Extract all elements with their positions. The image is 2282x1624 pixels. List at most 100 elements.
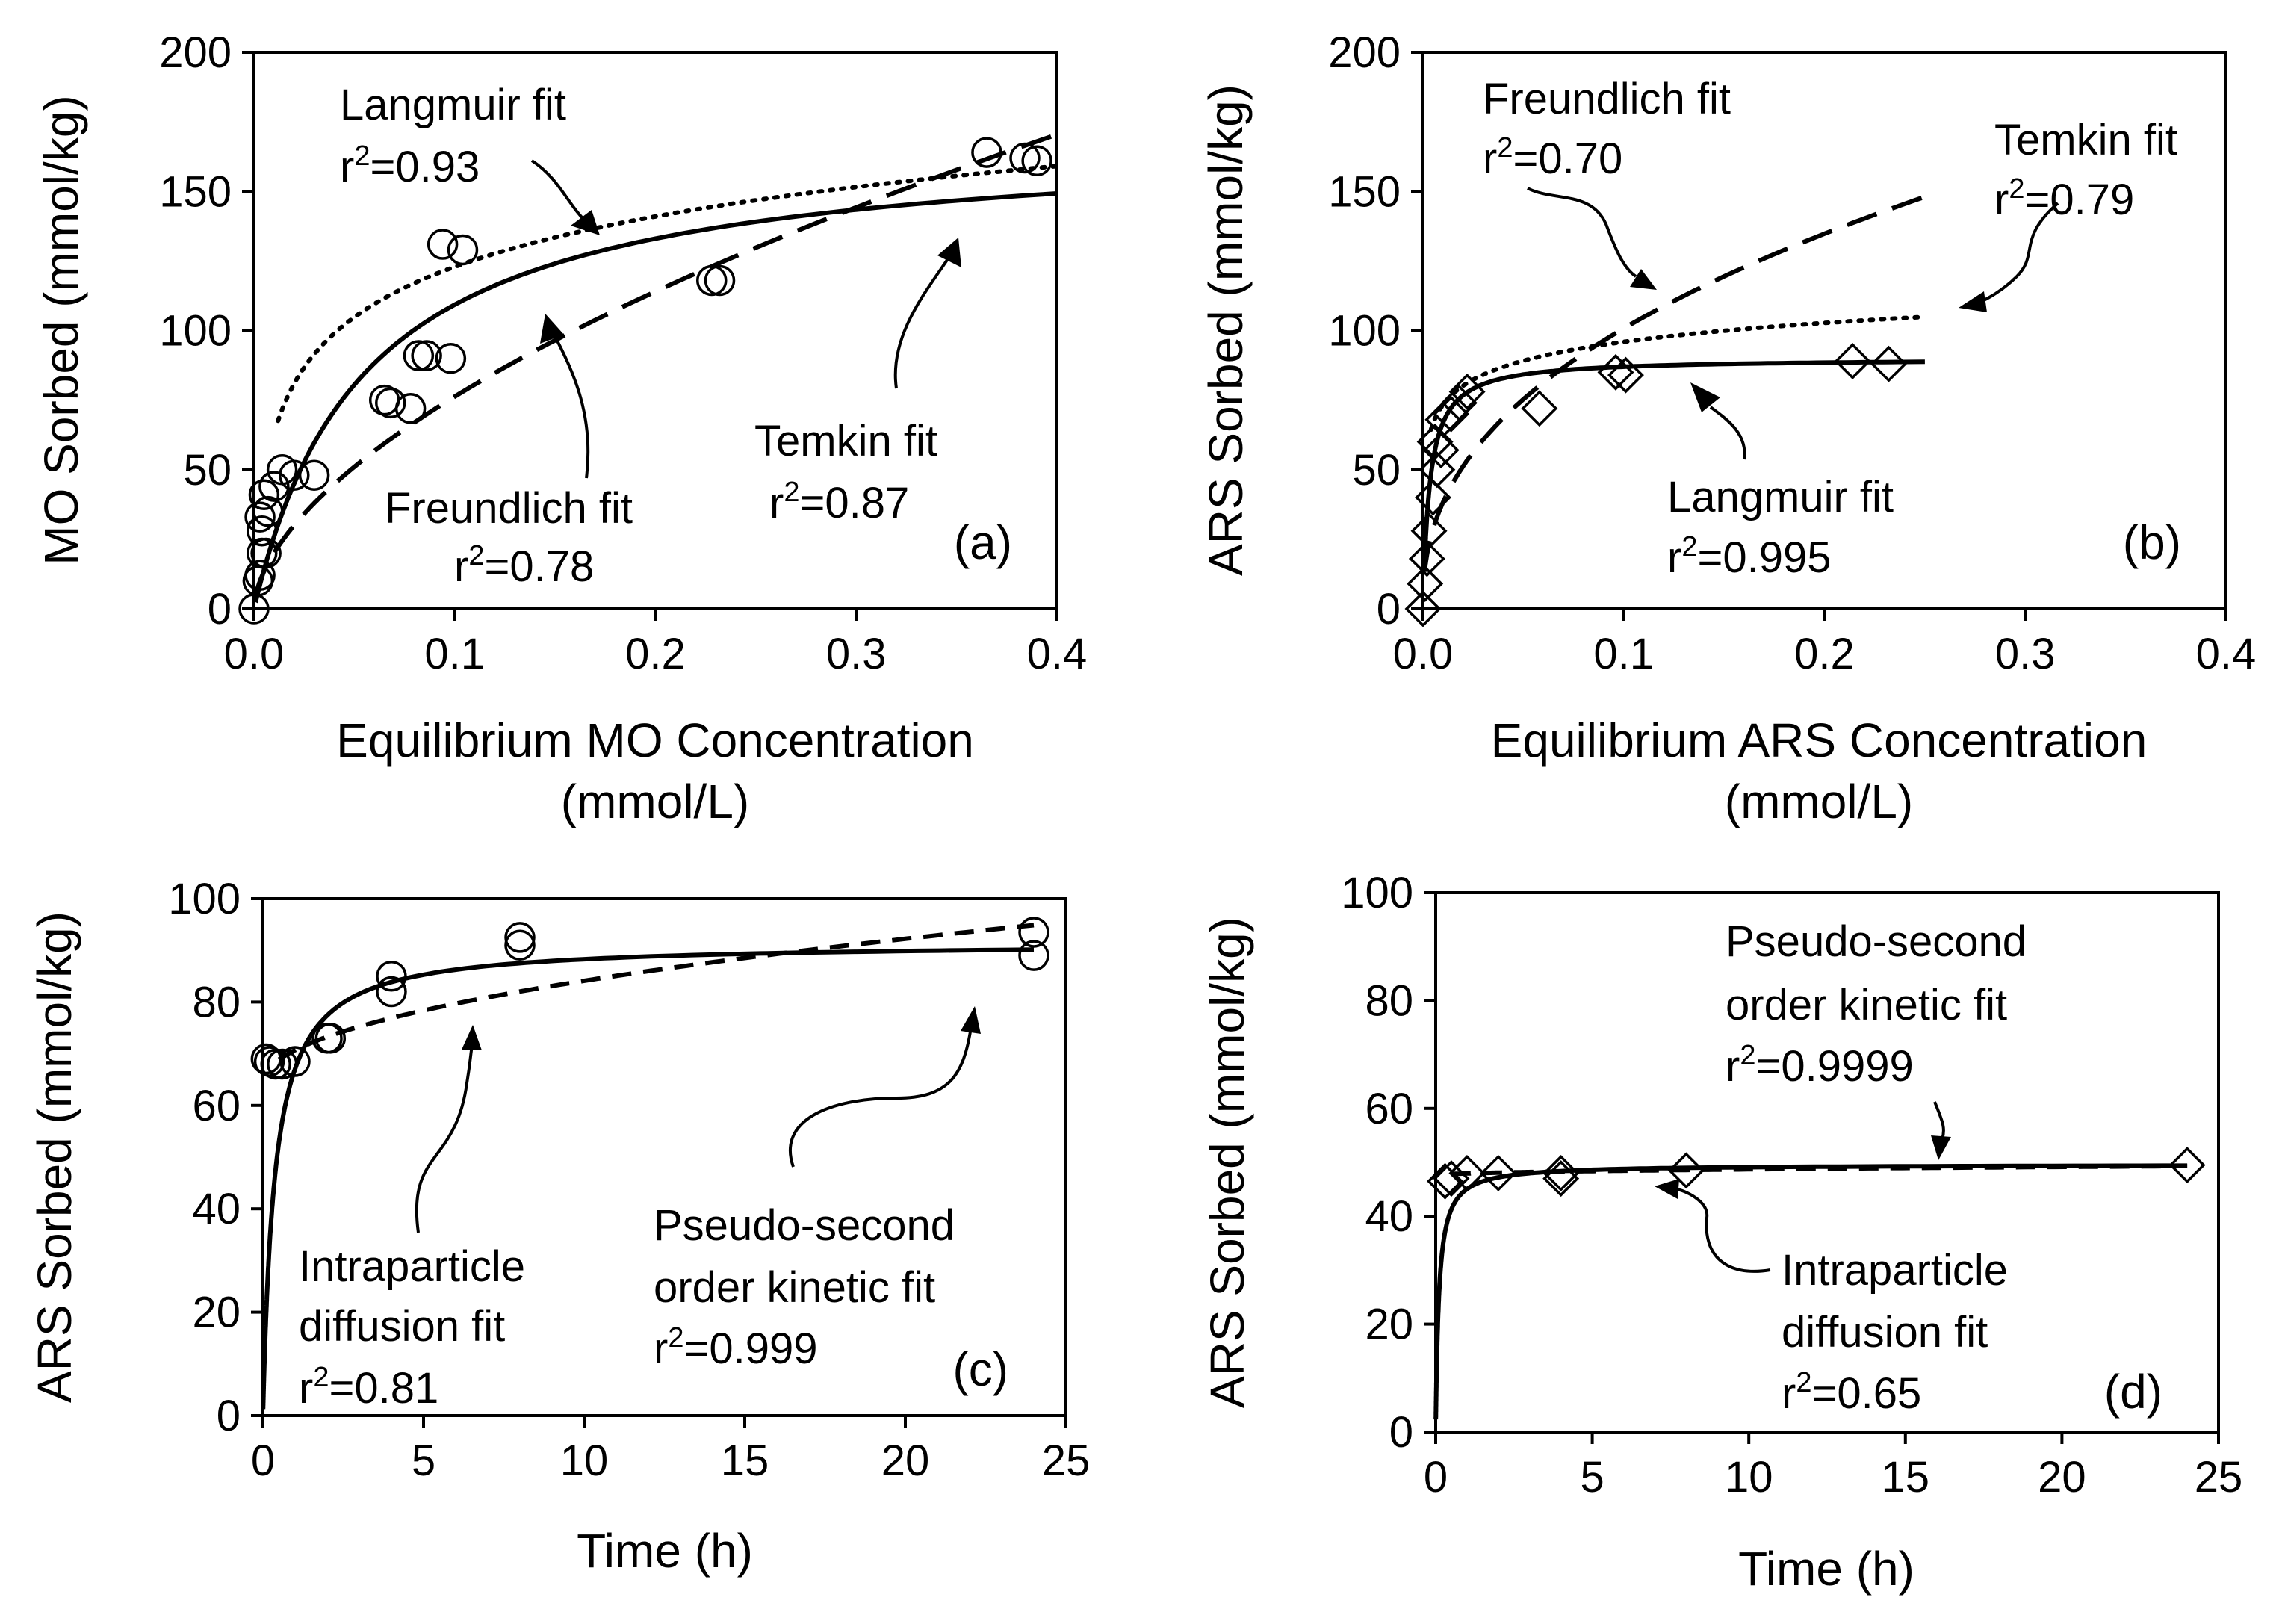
x-tick-label-c: 5 (412, 1437, 435, 1485)
y-tick-label-a: 150 (159, 167, 232, 216)
arrow-langmuir-a (530, 159, 590, 226)
arrowhead-freundlich-a (540, 314, 564, 344)
r2-value: =0.79 (2024, 176, 2134, 224)
intraparticle-fit-curve-c (277, 923, 1035, 1062)
r2-value: =0.81 (329, 1364, 438, 1413)
freundlich-fit-curve-a (253, 132, 1058, 598)
data-point-c (1018, 917, 1049, 948)
x-tick-label-d: 15 (1882, 1453, 1930, 1501)
data-point-b (1404, 590, 1442, 627)
x-tick-label-a: 0.1 (424, 630, 485, 678)
data-point-b (1440, 384, 1478, 421)
y-tick-label-d: 0 (1389, 1408, 1413, 1457)
x-tick-label-b: 0.1 (1593, 630, 1654, 678)
data-point-c (376, 976, 407, 1008)
x-axis-label-b: Equilibrium ARS Concentration (1491, 713, 2148, 767)
x-tick-label-c: 15 (721, 1437, 769, 1485)
y-axis-label-b: ARS Sorbed (mmol/kg) (1199, 84, 1253, 576)
freundlich-r2-b: r2=0.70 (1483, 132, 1622, 183)
y-axis-label-d: ARS Sorbed (mmol/kg) (1200, 917, 1254, 1408)
panel-label-a: (a) (954, 515, 1012, 569)
data-point-a (252, 495, 284, 527)
langmuir-fit-curve-a (253, 191, 1058, 604)
arrow-temkin-b (1979, 202, 2059, 304)
freundlich-r2-a: r2=0.78 (454, 540, 594, 591)
data-point-d (1433, 1160, 1470, 1197)
y-tick-label-a: 100 (159, 307, 232, 356)
data-point-a (435, 343, 467, 374)
data-point-b (1448, 373, 1486, 410)
x-tick-label-c: 20 (881, 1437, 930, 1485)
r2-value: =0.87 (799, 479, 909, 527)
r-symbol: r (1994, 176, 2009, 224)
data-point-a (247, 515, 278, 547)
x-tick-label-c: 25 (1042, 1437, 1091, 1485)
arrow-pso-d (1933, 1101, 1945, 1140)
x-axis-label-c: Time (h) (577, 1524, 753, 1578)
arrowhead-temkin-b (1959, 291, 1987, 312)
arrow-langmuir-b (1709, 406, 1746, 460)
arrowhead-langmuir-b (1690, 382, 1720, 412)
data-point-b (1607, 356, 1644, 394)
y-tick-label-d: 100 (1341, 869, 1413, 917)
superscript-2: 2 (1681, 531, 1697, 562)
data-point-a (971, 137, 1002, 168)
ipd-r2-c: r2=0.81 (299, 1362, 438, 1413)
superscript-2: 2 (2009, 173, 2024, 205)
arrowhead-pso-c (961, 1006, 981, 1034)
arrowhead-temkin-a (937, 238, 961, 267)
data-point-c (279, 1046, 311, 1077)
data-point-b (1407, 565, 1444, 602)
data-point-a (1021, 145, 1052, 177)
temkin-fit-curve-b (1428, 314, 1927, 433)
fit-curves-c (261, 923, 1035, 1410)
x-tick-label-a: 0.4 (1027, 630, 1088, 678)
data-point-a (411, 340, 442, 371)
ipd-label-line1-d: Intraparticle (1782, 1246, 2008, 1295)
temkin-r2-b: r2=0.79 (1994, 173, 2134, 224)
ipd-label-line1-c: Intraparticle (299, 1242, 525, 1291)
data-point-a (244, 560, 276, 592)
r2-value: =0.93 (370, 143, 480, 191)
r-symbol: r (299, 1364, 313, 1413)
data-point-d (1542, 1154, 1580, 1191)
panel-c: 0 5 10 15 20 25 0 20 40 60 80 100 Time (h) ARS Sorb… (28, 875, 1090, 1578)
panel-a: 0.0 0.1 0.2 0.3 0.4 0 50 100 150 200 Equilibrium … (34, 28, 1087, 828)
y-tick-label-b: 200 (1328, 28, 1401, 77)
data-point-b (1422, 432, 1460, 469)
y-tick-label-d: 80 (1365, 976, 1413, 1025)
data-point-b (1410, 512, 1448, 550)
y-axis-label-c: ARS Sorbed (mmol/kg) (28, 911, 81, 1403)
pso-fit-curve-c (261, 947, 1035, 1410)
y-tick-label-b: 0 (1377, 585, 1401, 633)
fit-curves-a (253, 132, 1059, 604)
langmuir-r2-b: r2=0.995 (1667, 531, 1831, 582)
ipd-label-line2-c: diffusion fit (299, 1302, 505, 1351)
ipd-r2-d: r2=0.65 (1782, 1367, 1921, 1418)
r-symbol: r (1782, 1369, 1796, 1418)
data-point-c (260, 1048, 291, 1080)
y-tick-label-c: 100 (168, 875, 241, 923)
data-points-a (238, 137, 1052, 625)
r-symbol: r (454, 542, 468, 591)
data-point-a (427, 229, 459, 260)
arrow-freundlich-b (1527, 187, 1637, 278)
r-symbol: r (769, 479, 784, 527)
temkin-fit-curve-a (276, 164, 1059, 424)
freundlich-label-a: Freundlich fit (385, 484, 633, 533)
panel-label-d: (d) (2104, 1365, 2162, 1419)
langmuir-label-b: Langmuir fit (1667, 473, 1894, 521)
ticks-c: 0 5 10 15 20 25 0 20 40 60 80 100 (168, 875, 1090, 1485)
superscript-2: 2 (313, 1362, 329, 1393)
superscript-2: 2 (784, 477, 799, 508)
ticks-d: 0 5 10 15 20 25 0 20 40 60 80 100 (1341, 869, 2242, 1501)
superscript-2: 2 (668, 1322, 683, 1354)
arrowhead-freundlich-b (1630, 269, 1657, 290)
superscript-2: 2 (354, 140, 370, 172)
y-tick-label-a: 50 (183, 446, 232, 495)
data-point-b (1408, 540, 1445, 577)
langmuir-label-a: Langmuir fit (340, 81, 566, 129)
pso-label-line1-d: Pseudo-second (1726, 917, 2027, 966)
data-point-d (1427, 1162, 1464, 1200)
data-point-c (376, 961, 407, 992)
